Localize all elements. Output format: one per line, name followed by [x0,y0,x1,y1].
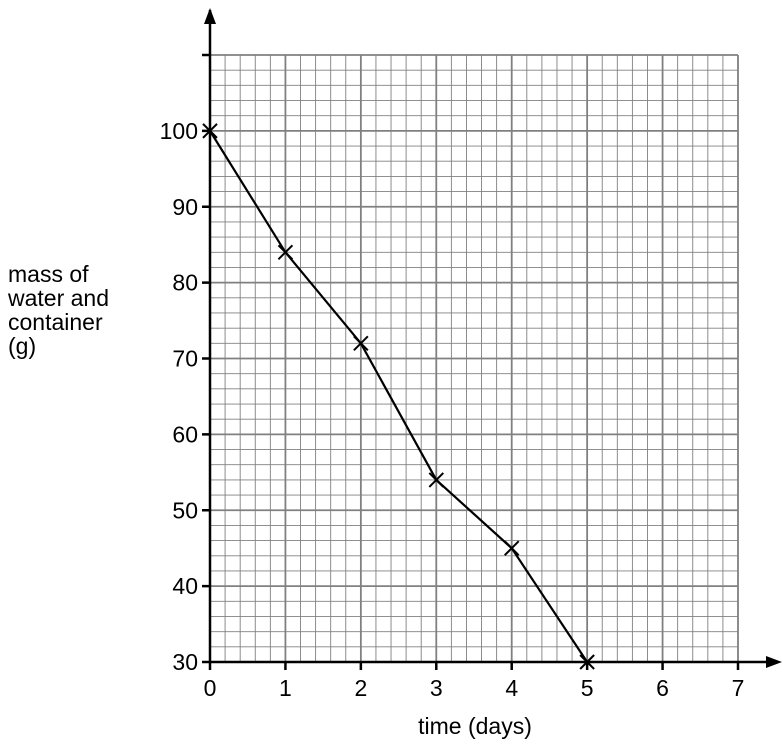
marker-stroke [428,472,444,488]
x-tick-label: 4 [505,675,518,701]
y-axis-label-line: water and [8,285,110,311]
marker-stroke [277,244,294,260]
y-axis-label-line: container [8,309,103,335]
x-tick-label: 5 [581,675,594,701]
data-point-marker [202,123,218,139]
y-axis-label-line: mass of [8,261,89,287]
x-tick-label: 7 [732,675,745,701]
y-tick-label: 40 [172,573,198,599]
y-axis-label: mass of water and container (g) [8,262,109,358]
data-point-marker [428,472,444,488]
y-tick-label: 70 [172,346,198,372]
x-tick-label: 3 [430,675,443,701]
data-point-marker [504,540,520,556]
x-tick-label: 0 [204,675,217,701]
y-axis-arrow [204,8,216,24]
data-point-marker [277,244,294,260]
y-axis-label-line: (g) [8,333,37,359]
marker-stroke [504,540,520,556]
x-tick-label: 6 [656,675,669,701]
marker-stroke [579,654,595,670]
series-line [209,130,589,663]
y-tick-label: 60 [172,421,198,447]
x-axis-label: time (days) [418,713,532,739]
axes [204,8,782,668]
y-tick-label: 90 [172,194,198,220]
y-tick-label: 100 [160,118,198,144]
x-tick-label: 2 [354,675,367,701]
y-tick-label: 50 [172,497,198,523]
y-tick-label: 30 [172,649,198,675]
y-tick-label: 80 [172,270,198,296]
axis-ticks: 30 40 50 60 70 80 90 100 0 1 2 3 4 5 6 7 [160,53,745,701]
x-axis-arrow [766,656,782,668]
marker-stroke [202,123,218,139]
data-series [202,123,595,670]
data-point-marker [579,654,595,670]
data-point-marker [353,335,369,352]
marker-stroke [353,335,369,352]
x-tick-label: 1 [279,675,292,701]
